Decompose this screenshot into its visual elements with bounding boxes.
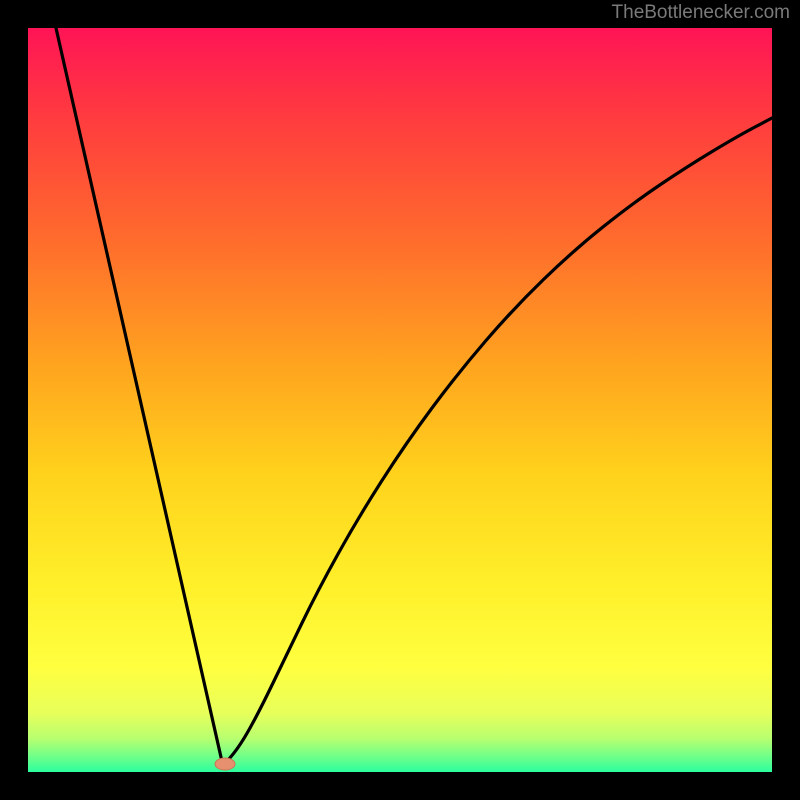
optimal-marker — [215, 758, 235, 770]
plot-area — [28, 28, 772, 772]
chart-container: TheBottlenecker.com — [0, 0, 800, 800]
plot-svg — [28, 28, 772, 772]
attribution-text: TheBottlenecker.com — [612, 2, 790, 24]
